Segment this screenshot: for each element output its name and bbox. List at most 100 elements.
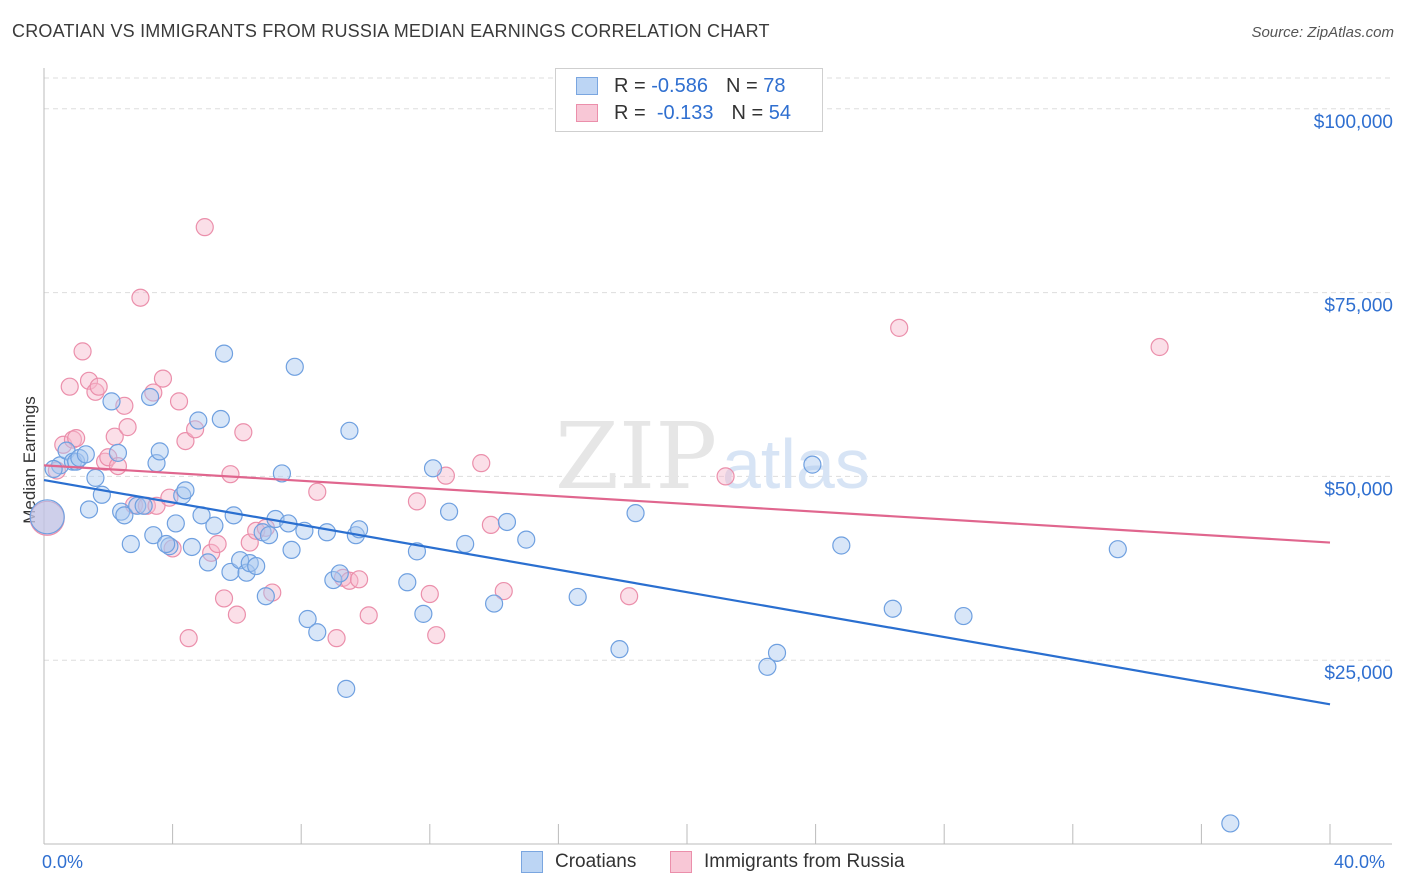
legend-n-label: N = <box>731 101 764 124</box>
y-tick-label-1: $75,000 <box>1324 296 1393 317</box>
point-russia-28 <box>195 218 214 237</box>
point-croatians-63 <box>517 530 536 549</box>
point-russia-17 <box>131 288 150 307</box>
watermark: ZIP atlas <box>555 403 870 510</box>
legend-item-russia: Immigrants from Russia <box>670 851 905 873</box>
point-croatians-52 <box>340 421 359 440</box>
point-croatians-62 <box>497 512 517 532</box>
point-croatians-64 <box>568 587 587 607</box>
point-croatians-43 <box>282 540 301 560</box>
legend-n-value-russia: 54 <box>768 101 792 124</box>
point-russia-43 <box>349 570 369 589</box>
point-russia-33 <box>227 605 246 624</box>
point-croatians-56 <box>407 542 427 561</box>
point-croatians-50 <box>330 564 349 583</box>
point-russia-55 <box>1150 337 1169 357</box>
point-croatians-77 <box>157 534 176 554</box>
point-croatians-30 <box>214 344 234 363</box>
point-russia-53 <box>716 467 735 486</box>
point-russia-3 <box>60 377 79 396</box>
legend-swatch-croatians <box>521 851 543 873</box>
point-croatians-19 <box>150 442 169 461</box>
series-legend: Croatians Immigrants from Russia <box>0 851 1406 879</box>
point-croatians-27 <box>198 553 218 572</box>
point-russia-54 <box>890 318 909 337</box>
point-croatians-29 <box>211 409 230 429</box>
point-croatians-66 <box>626 504 645 523</box>
legend-label-croatians: Croatians <box>555 851 637 872</box>
point-croatians-70 <box>832 536 851 555</box>
trend-lines <box>43 464 1331 706</box>
point-russia-9 <box>89 377 108 396</box>
y-tick-label-2: $50,000 <box>1324 479 1393 500</box>
point-croatians-39 <box>259 526 279 545</box>
source-credit: Source: ZipAtlas.com <box>1251 24 1394 41</box>
point-croatians-32 <box>224 506 243 525</box>
x-tick-label-max: 40.0% <box>1334 852 1386 872</box>
legend-r-label: R = <box>614 74 646 97</box>
point-croatians-20 <box>160 537 179 556</box>
point-russia-21 <box>153 369 173 388</box>
point-croatians-36 <box>247 556 266 576</box>
point-croatians-38 <box>256 587 275 606</box>
point-croatians-25 <box>189 411 208 430</box>
y-tick-labels: $100,000 $75,000 $50,000 $25,000 <box>1314 112 1393 684</box>
point-russia-40 <box>327 629 346 648</box>
point-russia-32 <box>221 465 240 484</box>
point-croatians-0 <box>29 499 65 535</box>
point-croatians-21 <box>166 514 185 533</box>
point-croatians-74 <box>1221 814 1240 833</box>
trend-line-russia <box>43 464 1331 544</box>
legend-swatch-croatians <box>576 77 598 95</box>
point-croatians-57 <box>414 604 433 623</box>
point-croatians-34 <box>237 563 256 582</box>
point-russia-15 <box>118 418 137 437</box>
y-tick-label-0: $100,000 <box>1314 112 1393 133</box>
point-croatians-24 <box>182 537 201 557</box>
point-russia-35 <box>240 533 259 552</box>
point-croatians-68 <box>767 643 787 662</box>
point-russia-24 <box>169 392 189 411</box>
point-croatians-47 <box>308 623 327 642</box>
point-russia-50 <box>481 515 500 535</box>
point-croatians-58 <box>423 459 443 478</box>
point-croatians-7 <box>86 468 105 487</box>
point-russia-52 <box>620 587 639 606</box>
point-croatians-12 <box>115 506 134 525</box>
point-croatians-41 <box>272 464 292 483</box>
legend-row-russia: R = -0.133 N = 54 <box>576 101 791 125</box>
point-russia-20 <box>147 496 166 515</box>
stats-legend: R = -0.586 N = 78 R = -0.133 N = 54 <box>555 68 823 132</box>
point-russia-7 <box>79 371 99 390</box>
point-croatians-48 <box>317 523 337 542</box>
legend-swatch-russia <box>576 104 598 122</box>
point-russia-34 <box>234 423 253 442</box>
point-russia-25 <box>176 431 195 451</box>
point-russia-47 <box>427 626 446 645</box>
point-russia-30 <box>208 534 227 554</box>
point-croatians-16 <box>140 387 160 407</box>
legend-item-croatians: Croatians <box>521 851 636 873</box>
point-croatians-10 <box>108 443 128 462</box>
point-russia-42 <box>340 571 359 590</box>
point-croatians-61 <box>485 594 504 613</box>
legend-n-value-croatians: 78 <box>763 74 786 97</box>
legend-label-russia: Immigrants from Russia <box>704 851 905 872</box>
legend-r-value-croatians: -0.586 <box>651 74 708 97</box>
point-croatians-17 <box>144 526 163 545</box>
point-croatians-76 <box>76 445 95 464</box>
point-croatians-69 <box>803 455 822 474</box>
chart-title: CROATIAN VS IMMIGRANTS FROM RUSSIA MEDIA… <box>12 21 770 41</box>
point-croatians-13 <box>121 534 140 554</box>
point-croatians-73 <box>1108 540 1127 559</box>
watermark-atlas: atlas <box>722 425 870 503</box>
legend-r-value-russia: -0.133 <box>656 101 714 124</box>
point-russia-8 <box>86 382 105 401</box>
point-russia-31 <box>214 589 234 608</box>
point-croatians-60 <box>456 534 475 554</box>
watermark-zip: ZIP <box>555 403 717 510</box>
trend-line-croatians <box>43 478 1331 706</box>
point-croatians-71 <box>883 599 902 618</box>
legend-r-label: R = <box>614 101 646 124</box>
